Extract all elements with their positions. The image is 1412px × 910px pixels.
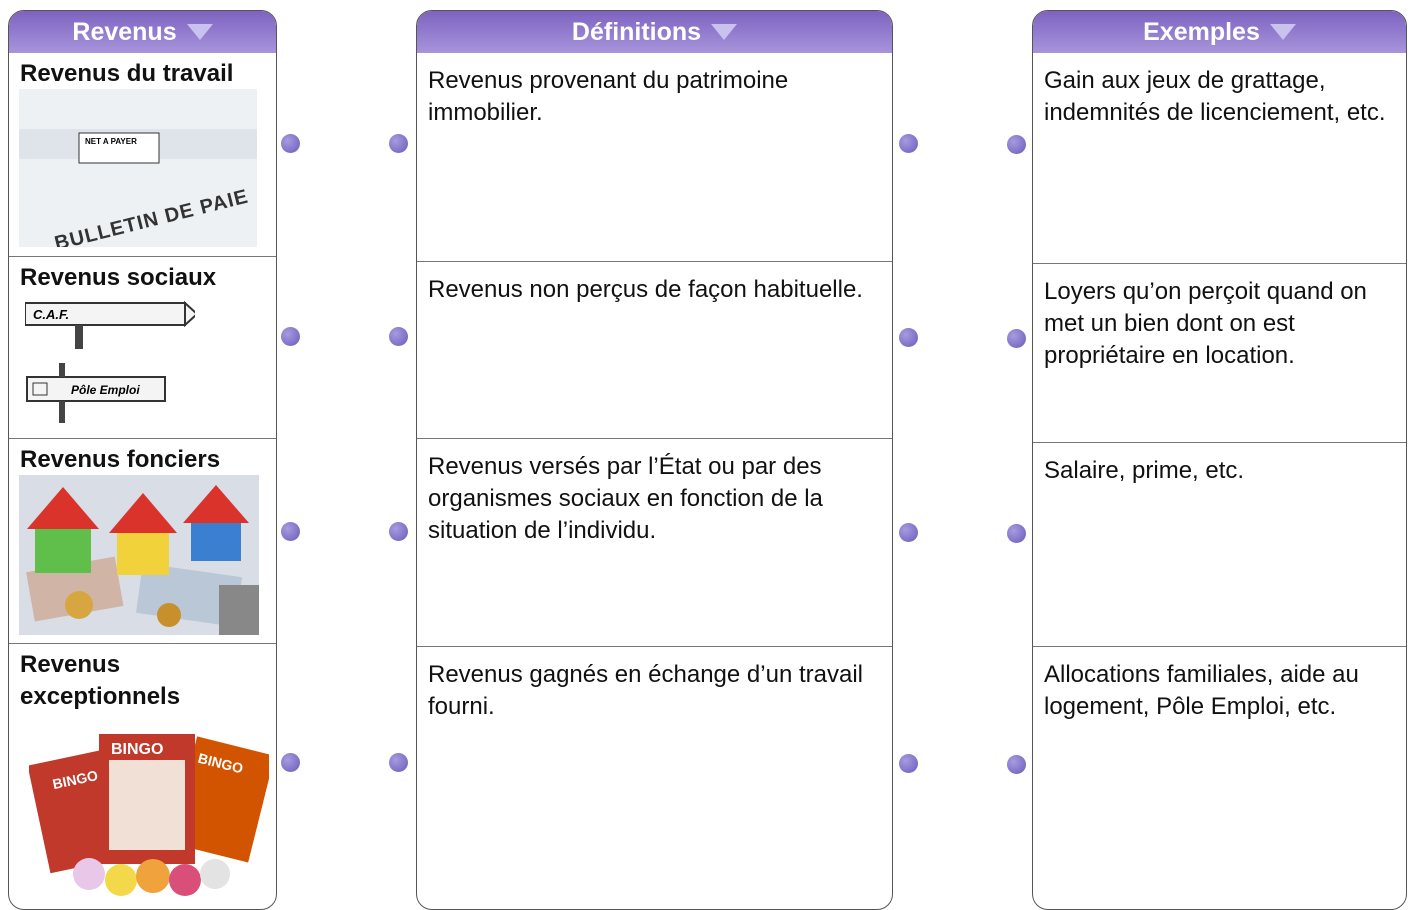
column-header: Exemples bbox=[1033, 11, 1406, 53]
connection-dot[interactable] bbox=[1007, 524, 1026, 543]
header-title: Exemples bbox=[1143, 17, 1260, 46]
dropdown-arrow bbox=[711, 24, 738, 40]
row: Revenus exceptionnels BINGO BINGO BINGO bbox=[9, 643, 276, 909]
row: Revenus sociaux C.A.F. Pôle Emploi bbox=[9, 256, 276, 438]
row-label: Revenus fonciers bbox=[20, 446, 221, 473]
connection-dot[interactable] bbox=[389, 134, 408, 153]
connection-dot[interactable] bbox=[899, 328, 918, 347]
connection-dot[interactable] bbox=[389, 327, 408, 346]
image-text: C.A.F. bbox=[33, 307, 69, 322]
column: Revenus Revenus du travail NET A PAYER BUL… bbox=[8, 10, 277, 910]
row-text: Revenus provenant du patrimoine immobili… bbox=[428, 67, 789, 126]
row-label: Revenus du travail bbox=[20, 60, 234, 87]
connection-dot[interactable] bbox=[281, 327, 300, 346]
row: Loyers qu’on perçoit quand on met un bie… bbox=[1033, 263, 1406, 442]
row: Revenus du travail NET A PAYER BULLETIN D… bbox=[9, 53, 276, 256]
connection-dot[interactable] bbox=[389, 522, 408, 541]
connection-dot[interactable] bbox=[1007, 135, 1026, 154]
row-text: Salaire, prime, etc. bbox=[1044, 457, 1245, 484]
row: Revenus fonciers bbox=[9, 438, 276, 643]
dropdown-arrow bbox=[1269, 24, 1296, 40]
row: Revenus non perçus de façon habituelle. bbox=[417, 261, 892, 438]
illustration: C.A.F. Pôle Emploi bbox=[25, 300, 195, 423]
row-text: Revenus gagnés en échange d’un travail f… bbox=[428, 661, 863, 720]
row-text: Allocations familiales, aide au logement… bbox=[1044, 661, 1359, 720]
connection-dot[interactable] bbox=[1007, 329, 1026, 348]
column: Exemples Gain aux jeux de grattage, indem… bbox=[1032, 10, 1407, 910]
connection-dot[interactable] bbox=[281, 753, 300, 772]
illustration bbox=[19, 475, 259, 635]
row: Revenus versés par l’État ou par des org… bbox=[417, 438, 892, 646]
dropdown-arrow bbox=[186, 24, 213, 40]
image-text: NET A PAYER bbox=[85, 137, 137, 146]
row-label: Revenus sociaux bbox=[20, 264, 217, 291]
row: Revenus gagnés en échange d’un travail f… bbox=[417, 646, 892, 909]
image-text: BINGO bbox=[111, 741, 163, 758]
image-text: Pôle Emploi bbox=[71, 383, 140, 397]
row: Gain aux jeux de grattage, indemnités de… bbox=[1033, 53, 1406, 263]
connection-dot[interactable] bbox=[281, 522, 300, 541]
column-header: Définitions bbox=[417, 11, 892, 53]
row-text: Loyers qu’on perçoit quand on met un bie… bbox=[1044, 278, 1367, 369]
row-text: Revenus non perçus de façon habituelle. bbox=[428, 276, 863, 303]
column-header: Revenus bbox=[9, 11, 276, 53]
row: Salaire, prime, etc. bbox=[1033, 442, 1406, 646]
connection-dot[interactable] bbox=[899, 523, 918, 542]
connection-dot[interactable] bbox=[1007, 755, 1026, 774]
connection-dot[interactable] bbox=[389, 753, 408, 772]
column: Définitions Revenus provenant du patrimoi… bbox=[416, 10, 893, 910]
row-text: Gain aux jeux de grattage, indemnités de… bbox=[1044, 67, 1386, 126]
row-label: Revenus exceptionnels bbox=[20, 651, 181, 710]
connection-dot[interactable] bbox=[899, 754, 918, 773]
row: Revenus provenant du patrimoine immobili… bbox=[417, 53, 892, 261]
header-title: Revenus bbox=[72, 17, 177, 46]
connection-dot[interactable] bbox=[281, 134, 300, 153]
header-title: Définitions bbox=[571, 17, 702, 46]
row-text: Revenus versés par l’État ou par des org… bbox=[428, 453, 823, 544]
row: Allocations familiales, aide au logement… bbox=[1033, 646, 1406, 909]
connection-dot[interactable] bbox=[899, 134, 918, 153]
